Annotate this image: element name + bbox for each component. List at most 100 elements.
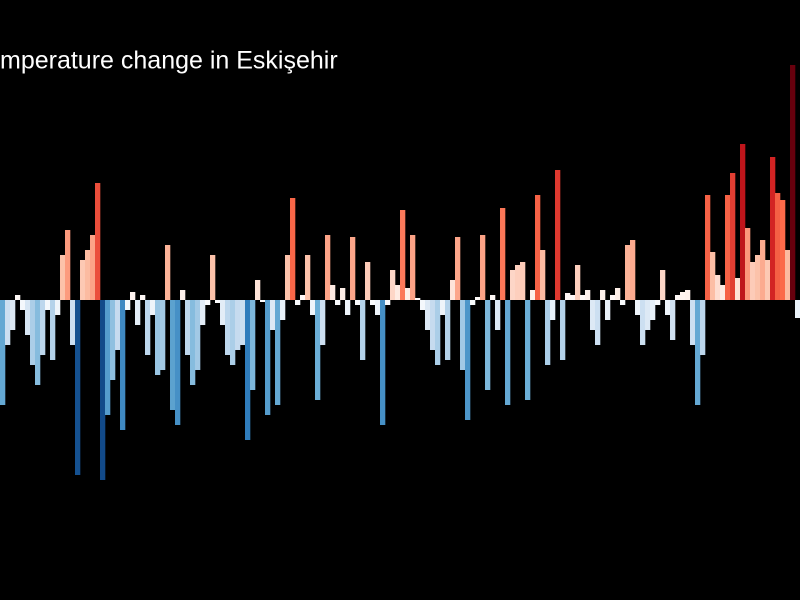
bar [245,300,251,440]
bar [745,228,751,300]
bar [90,235,96,300]
bar [755,255,761,300]
bar [555,170,561,300]
bar [650,300,656,320]
bar [105,300,111,415]
bar [715,275,721,300]
bar [615,288,621,300]
bar [285,255,291,300]
bar [5,300,11,345]
bar [465,300,471,420]
bar [350,237,356,300]
bar [640,300,646,345]
bar [275,300,281,405]
bar [770,157,776,300]
bar [25,300,31,335]
bar [410,235,416,300]
bar [215,300,221,303]
bar [460,300,466,370]
bar [740,144,746,300]
bar [415,298,421,300]
bar [665,300,671,315]
bar [565,293,571,300]
bar [325,235,331,300]
bar [310,300,316,315]
bar [140,295,146,300]
bar [80,260,86,300]
bar [35,300,41,385]
bar [175,300,181,425]
bar [445,300,451,360]
bar [790,65,796,300]
bar [630,240,636,300]
bar [335,300,341,305]
bar [440,300,446,315]
bar [390,270,396,300]
bar [375,300,381,315]
bar [540,250,546,300]
chart-title: mperature change in Eskişehir [0,47,338,75]
bar [680,292,686,300]
bar [605,300,611,320]
bar [735,278,741,300]
bar [785,250,791,300]
bar [65,230,71,300]
bar [360,300,366,360]
bar [590,300,596,330]
bar [290,198,296,300]
bar [95,183,101,300]
bar [750,262,756,300]
bar [530,290,536,300]
bar [180,290,186,300]
bar [280,300,286,320]
bar [505,300,511,405]
bar [405,288,411,300]
bar [385,300,391,305]
bar [135,300,141,325]
bar [200,300,206,325]
bar [70,300,76,345]
bar [495,300,501,330]
bar [695,300,701,405]
bar [330,285,336,300]
bar [365,262,371,300]
bar [480,235,486,300]
bar [165,245,171,300]
bar [675,295,681,300]
bar [295,300,301,305]
bar [125,300,131,310]
bar [710,252,716,300]
bar [420,300,426,310]
bar [75,300,81,475]
bar [450,280,456,300]
bar [525,300,531,400]
bar [50,300,56,360]
bar [430,300,436,350]
bar [170,300,176,410]
bar [145,300,151,355]
bar [315,300,321,400]
bar [340,288,346,300]
bar [775,193,781,300]
bar [225,300,231,355]
bar [160,300,166,370]
bar [345,300,351,315]
bar [270,300,276,330]
bar [595,300,601,345]
bar [690,300,696,345]
bar [545,300,551,365]
bar [500,208,506,300]
bar [475,297,481,300]
bar [485,300,491,390]
bar [700,300,706,355]
bar [435,300,441,365]
bar [240,300,246,345]
bar [515,265,521,300]
bar [655,300,661,305]
bar [205,300,211,305]
bar [560,300,566,360]
bar [320,300,326,345]
bar [155,300,161,375]
bar [470,300,476,305]
bar [570,295,576,300]
